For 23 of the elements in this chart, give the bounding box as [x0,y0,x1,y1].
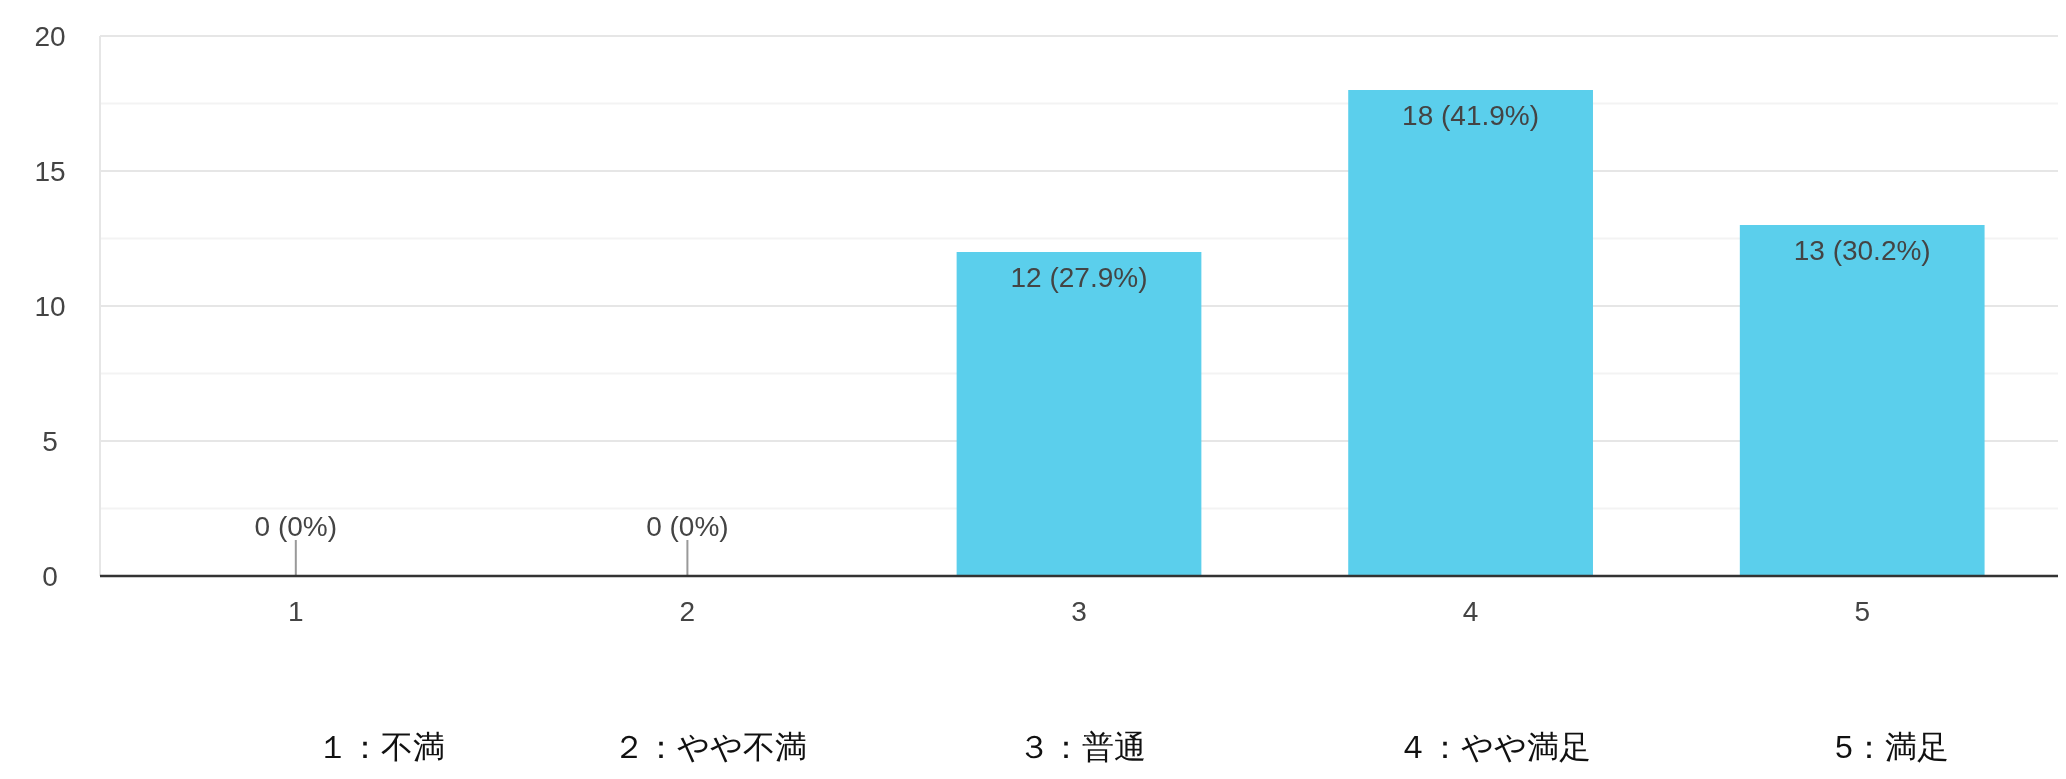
data-label: 0 (0%) [254,511,338,542]
bar [1739,225,1985,576]
data-label: 13 (30.2%) [1793,235,1931,266]
data-label: 12 (27.9%) [1010,262,1148,293]
y-tick-label: 0 [42,560,58,592]
data-label: 18 (41.9%) [1402,100,1540,131]
x-tick-label: 3 [1071,596,1087,627]
text: ４：やや満足 [1397,729,1591,765]
x-tick-label: 5 [1854,596,1870,627]
y-tick-label: 15 [34,155,66,187]
text: １：不満 [317,729,445,765]
data-label: 0 (0%) [646,511,729,542]
x-tick-label: 1 [288,596,304,627]
y-tick-label: 5 [42,425,58,457]
y-tick-label: 20 [34,20,66,52]
text: 5：満足 [1835,729,1949,765]
text: ３：普通 [1018,729,1146,765]
text: ２：やや不満 [613,729,807,765]
x-tick-label: 4 [1462,596,1479,627]
y-tick-label: 10 [34,290,66,322]
x-tick-label: 2 [679,596,696,627]
bar [956,252,1202,576]
bar [1348,90,1593,576]
